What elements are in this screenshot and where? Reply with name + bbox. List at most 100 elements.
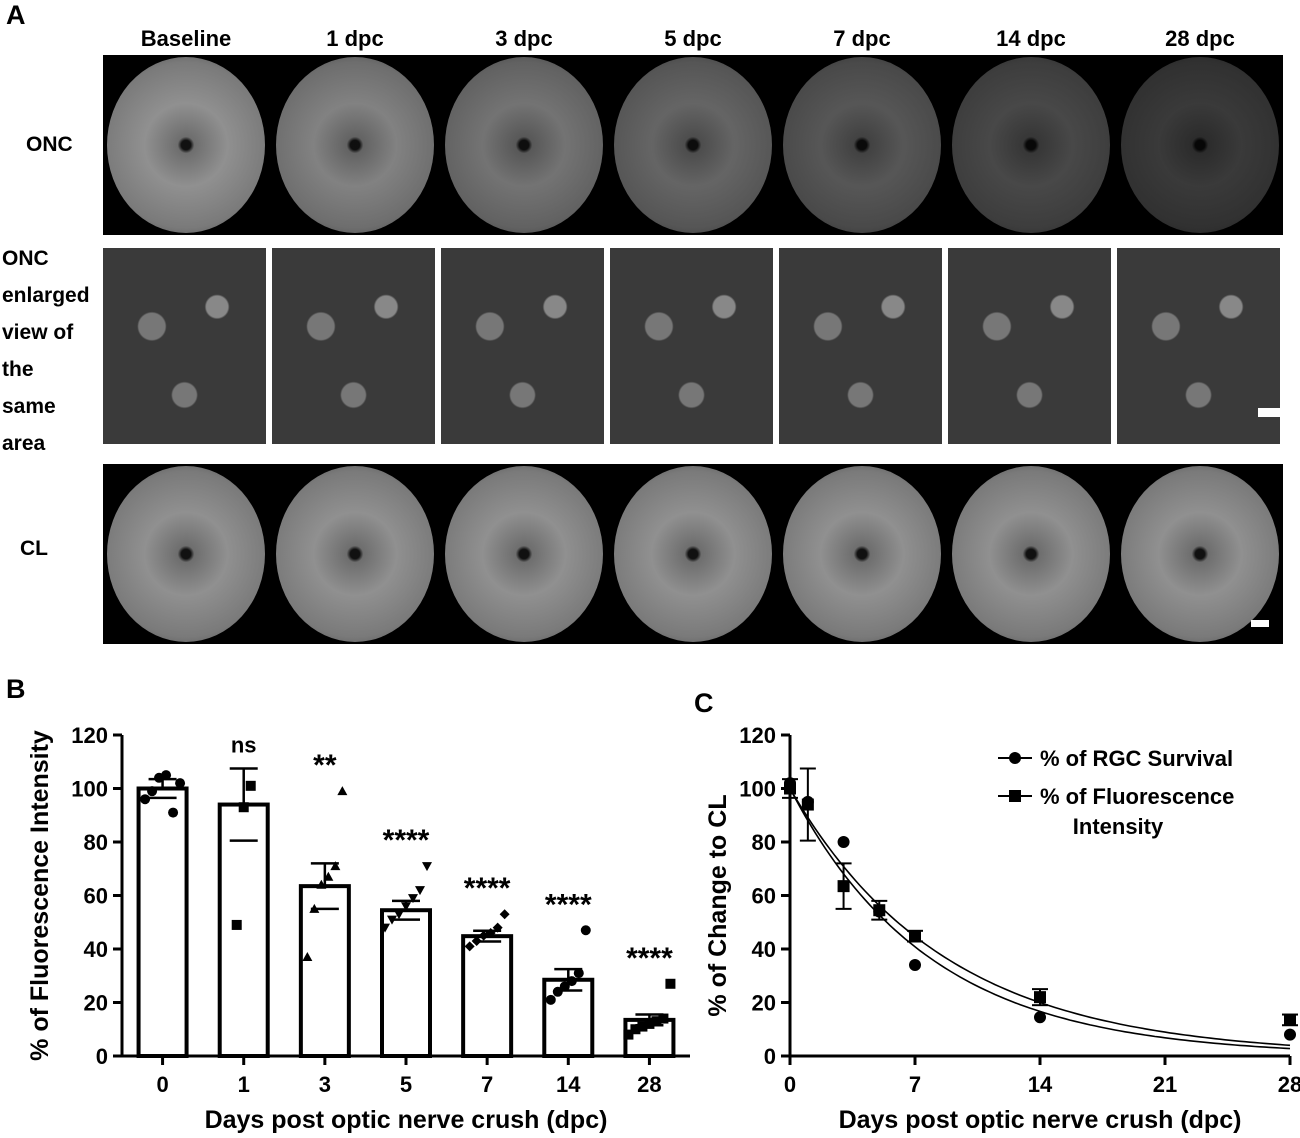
- fundus-image: [783, 466, 941, 642]
- x-tick-label: 0: [156, 1072, 168, 1097]
- data-point: [245, 780, 256, 791]
- significance-label: ns: [231, 732, 257, 757]
- y-tick-label: 40: [752, 937, 776, 962]
- data-point: [909, 930, 921, 943]
- x-tick-label: 0: [784, 1072, 796, 1097]
- y-tick-label: 0: [96, 1044, 108, 1069]
- column-header: 14 dpc: [996, 26, 1066, 51]
- onc-tile: [1117, 55, 1283, 235]
- row-label-enlarged-line: area: [2, 432, 46, 455]
- data-point: [309, 903, 320, 913]
- data-point: [415, 886, 425, 896]
- onc-tile: [272, 55, 438, 235]
- onc-tile: [103, 55, 269, 235]
- x-tick-label: 21: [1153, 1072, 1177, 1097]
- column-header: 5 dpc: [664, 26, 722, 51]
- row-label-enlarged: ONC enlarged view of the same area: [2, 240, 102, 462]
- data-point: [658, 1013, 669, 1024]
- y-tick-label: 80: [84, 830, 108, 855]
- data-point: [909, 959, 921, 972]
- column-header: 28 dpc: [1165, 26, 1235, 51]
- data-point: [168, 807, 179, 818]
- data-point: [330, 861, 341, 871]
- cl-tile: [1117, 464, 1283, 644]
- panel-c-letter: C: [694, 688, 714, 718]
- y-tick-label: 20: [752, 991, 776, 1016]
- row-label-enlarged-line: the: [2, 358, 34, 381]
- data-point: [422, 862, 432, 872]
- data-point: [580, 925, 591, 936]
- fundus-image: [614, 466, 772, 642]
- x-tick-label: 14: [556, 1072, 581, 1097]
- data-point: [1284, 1028, 1296, 1041]
- onc-tile: [441, 55, 607, 235]
- data-point: [380, 923, 390, 933]
- fundus-image: [783, 57, 941, 233]
- fundus-image: [276, 57, 434, 233]
- bar: [217, 802, 270, 1058]
- data-point: [1034, 1011, 1046, 1024]
- column-header: Baseline: [140, 26, 232, 51]
- scale-bar: [1251, 620, 1269, 627]
- row-label-enlarged-line: view of: [2, 321, 74, 344]
- x-tick-label: 14: [1028, 1072, 1053, 1097]
- data-point: [161, 770, 172, 781]
- data-point: [302, 952, 313, 962]
- column-header: 1 dpc: [326, 26, 384, 51]
- significance-label: ****: [383, 824, 430, 857]
- enlarged-tile: [103, 248, 266, 444]
- data-point: [1034, 991, 1046, 1004]
- data-point: [644, 1018, 655, 1029]
- y-tick-label: 60: [84, 884, 108, 909]
- x-tick-label: 7: [481, 1072, 493, 1097]
- cl-tile: [441, 464, 607, 644]
- fundus-image: [276, 466, 434, 642]
- x-tick-label: 3: [319, 1072, 331, 1097]
- fundus-image: [107, 57, 265, 233]
- data-point: [387, 915, 397, 925]
- data-point: [499, 909, 510, 920]
- row-label-enlarged-line: same: [2, 395, 56, 418]
- data-point: [471, 935, 482, 946]
- x-tick-label: 28: [1278, 1072, 1300, 1097]
- x-tick-label: 7: [909, 1072, 921, 1097]
- column-header: 7 dpc: [833, 26, 891, 51]
- fundus-image: [107, 466, 265, 642]
- fit-curve: [789, 788, 1291, 1047]
- significance-label: ****: [545, 888, 592, 921]
- legend-label: Intensity: [1073, 814, 1164, 839]
- data-point: [651, 1016, 662, 1027]
- y-tick-label: 40: [84, 937, 108, 962]
- cl-tile: [103, 464, 269, 644]
- cl-tile: [610, 464, 776, 644]
- fundus-image: [445, 57, 603, 233]
- data-point: [837, 836, 850, 848]
- cl-fundus-image-strip: [103, 464, 1283, 644]
- data-point: [566, 976, 577, 987]
- enlarged-tile: [1117, 248, 1280, 444]
- y-axis-label: % of Fluorescence Intensity: [26, 730, 54, 1061]
- data-point: [394, 910, 404, 920]
- data-point: [492, 922, 503, 933]
- data-point: [545, 994, 556, 1005]
- y-tick-label: 120: [739, 723, 776, 748]
- enlarged-tile: [441, 248, 604, 444]
- data-point: [873, 904, 886, 917]
- data-point: [323, 871, 334, 881]
- data-point: [147, 786, 158, 797]
- data-point: [1009, 790, 1021, 802]
- y-tick-label: 60: [752, 884, 776, 909]
- legend-label: % of Fluorescence: [1040, 784, 1234, 809]
- fundus-image: [1121, 57, 1279, 233]
- fundus-image: [445, 466, 603, 642]
- data-point: [623, 1029, 634, 1040]
- significance-label: **: [313, 749, 337, 782]
- cl-tile: [272, 464, 438, 644]
- data-point: [559, 981, 570, 992]
- enlarged-tile: [272, 248, 435, 444]
- y-axis-label: % of Change to CL: [704, 794, 732, 1016]
- data-point: [408, 894, 418, 904]
- row-label-onc: ONC: [26, 133, 73, 156]
- y-tick-label: 100: [739, 777, 776, 802]
- bar: [461, 934, 514, 1058]
